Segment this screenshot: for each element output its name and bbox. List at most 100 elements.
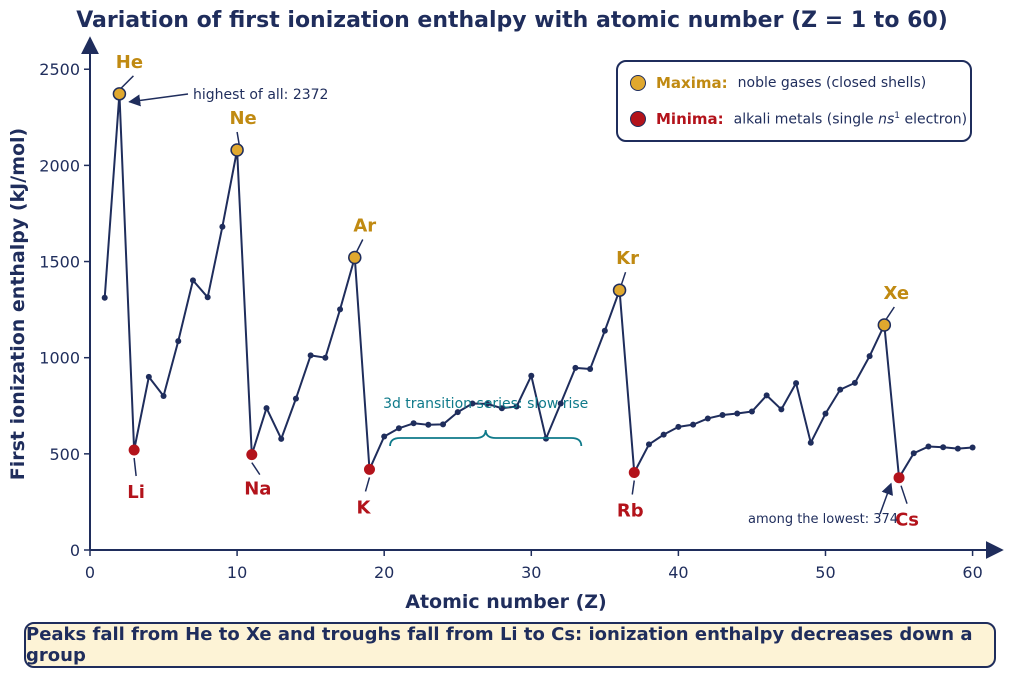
annotation-highest-arrow: [128, 93, 189, 107]
data-point: [469, 400, 476, 407]
data-point: [660, 431, 667, 438]
x-axis-label: Atomic number (Z): [405, 591, 607, 613]
legend-minima-desc: alkali metals (single ns1 electron): [733, 110, 968, 128]
transition-series-brace: [389, 429, 583, 447]
data-point: [851, 379, 858, 386]
minima-leader: [900, 485, 908, 504]
data-point: [498, 405, 505, 412]
data-point: [778, 406, 785, 413]
x-tick-label: 30: [521, 563, 541, 582]
data-point: [866, 353, 873, 360]
maxima-marker: [348, 250, 362, 265]
maxima-leader: [620, 271, 627, 285]
minima-leader: [631, 480, 636, 495]
maxima-label: Ne: [229, 108, 256, 129]
data-point: [748, 408, 755, 415]
maxima-marker: [230, 143, 244, 157]
chart-title: Variation of first ionization enthalpy w…: [76, 8, 948, 33]
minima-leader: [133, 457, 137, 477]
maxima-label: Kr: [616, 248, 639, 269]
minima-leader: [364, 477, 371, 492]
data-point: [704, 415, 711, 422]
data-point: [601, 327, 608, 334]
minima-label: Na: [244, 479, 271, 500]
data-point: [278, 435, 285, 442]
series-line: [103, 92, 973, 479]
data-point: [572, 364, 579, 371]
data-point: [969, 444, 976, 451]
data-point: [189, 277, 196, 284]
legend-maxima-label: Maxima:: [656, 74, 728, 92]
data-point: [175, 338, 182, 345]
maxima-marker: [112, 87, 127, 101]
data-point: [910, 450, 917, 457]
data-point: [690, 421, 697, 428]
legend-minima: Minima: alkali metals (single ns1 electr…: [630, 110, 967, 128]
data-point: [954, 445, 961, 452]
data-point: [513, 403, 520, 410]
data-point: [307, 352, 314, 359]
caption-text: Peaks fall from He to Xe and troughs fal…: [26, 624, 973, 666]
y-axis-label: First ionization enthalpy (kJ/mol): [7, 128, 29, 480]
minima-marker: [363, 463, 375, 475]
y-tick-label: 0: [70, 541, 80, 560]
annotation-highest: highest of all: 2372: [193, 87, 328, 103]
data-point: [425, 421, 432, 428]
legend-maxima-marker: [630, 75, 646, 91]
x-tick-label: 10: [227, 563, 247, 582]
data-point: [807, 439, 814, 446]
minima-leader: [251, 462, 261, 476]
data-point: [793, 380, 800, 387]
minima-marker: [893, 472, 905, 484]
y-tick-label: 1000: [39, 349, 80, 368]
annotation-lowest-arrow: [879, 482, 893, 515]
y-tick-label: 500: [49, 445, 80, 464]
y-tick-label: 2500: [39, 60, 80, 79]
minima-label: Li: [127, 482, 145, 503]
data-point: [219, 223, 226, 230]
data-point: [484, 400, 491, 407]
y-tick-label: 2000: [39, 156, 80, 175]
data-point: [763, 392, 770, 399]
data-point: [263, 405, 270, 412]
maxima-label: Xe: [884, 283, 910, 304]
minima-marker: [246, 449, 258, 461]
annotation-lowest: among the lowest: 374: [748, 512, 898, 527]
data-point: [822, 410, 829, 417]
minima-marker: [128, 444, 140, 456]
data-point: [587, 366, 594, 373]
legend-minima-label: Minima:: [656, 110, 724, 128]
legend-maxima-desc: noble gases (closed shells): [737, 75, 927, 91]
data-point: [645, 441, 652, 448]
minima-label: K: [357, 497, 372, 518]
data-point: [381, 433, 388, 440]
data-point: [160, 392, 167, 399]
data-point: [395, 425, 402, 432]
data-point: [528, 372, 535, 379]
maxima-label: Ar: [353, 216, 376, 237]
maxima-leader: [120, 75, 134, 89]
data-point: [734, 410, 741, 417]
data-point: [925, 443, 932, 450]
legend-maxima: Maxima: noble gases (closed shells): [630, 74, 926, 92]
x-tick-label: 20: [374, 563, 394, 582]
maxima-leader: [356, 239, 364, 252]
data-point: [837, 386, 844, 393]
maxima-label: He: [116, 52, 143, 73]
data-point: [322, 354, 329, 361]
minima-marker: [628, 467, 640, 478]
maxima-leader: [236, 131, 240, 145]
data-point: [557, 400, 564, 407]
minima-label: Rb: [617, 501, 644, 522]
ionization-chart: 0 500 1000 1500 2000 2500 0 10 20 30 40 50 60 Atomic …: [7, 36, 1004, 613]
data-point: [145, 373, 152, 380]
data-point: [337, 306, 344, 313]
data-point: [940, 444, 947, 451]
data-point: [410, 420, 417, 427]
legend-minima-marker: [630, 111, 646, 127]
maxima-leader: [885, 306, 895, 320]
x-tick-label: 40: [668, 563, 688, 582]
data-point: [440, 421, 447, 428]
data-point: [101, 294, 108, 301]
data-point: [454, 409, 461, 416]
